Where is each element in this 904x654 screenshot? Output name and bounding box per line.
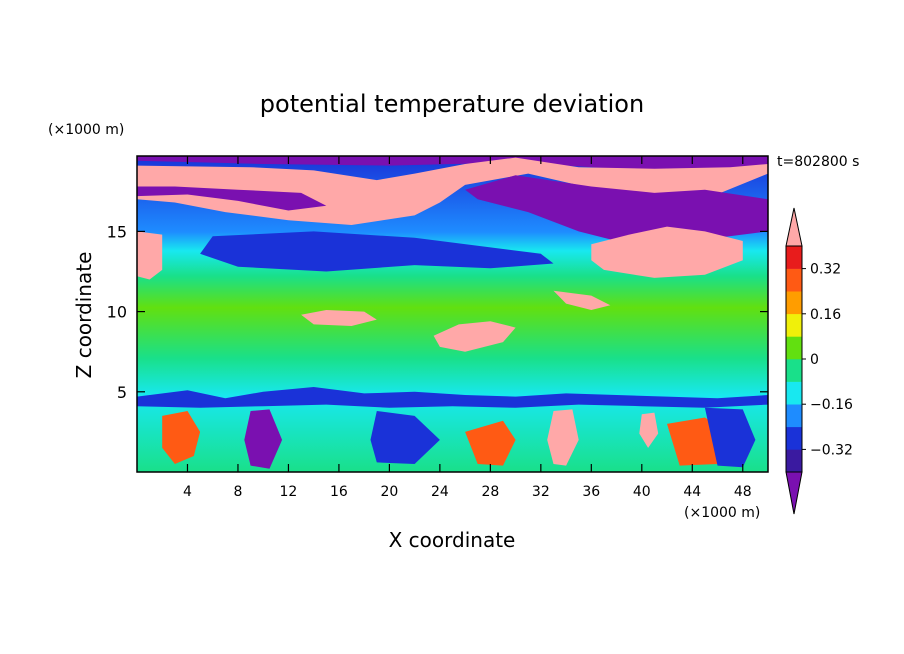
y-tick-label: 15 bbox=[107, 222, 127, 241]
x-tick-label: 24 bbox=[431, 484, 449, 500]
time-label: t=802800 s bbox=[777, 154, 859, 170]
colorbar-band bbox=[786, 381, 802, 405]
colorbar: 0.32 0.16 0 −0.16 −0.32 bbox=[785, 207, 853, 515]
contour-region bbox=[465, 420, 516, 466]
colorbar-tick-label: 0.32 bbox=[810, 262, 841, 278]
colorbar-band bbox=[786, 426, 802, 450]
colorbar-band bbox=[786, 404, 802, 428]
colorbar-band bbox=[786, 336, 802, 360]
colorbar-bottom-triangle bbox=[785, 471, 803, 515]
contour-region bbox=[137, 231, 163, 280]
y-axis-label: Z coordinate bbox=[72, 252, 96, 379]
contour-region bbox=[704, 407, 756, 468]
colorbar-band bbox=[786, 449, 802, 473]
contour-region bbox=[200, 231, 554, 272]
colorbar-tick-label: 0.16 bbox=[810, 307, 841, 323]
colorbar-band bbox=[786, 313, 802, 337]
x-unit-label: (×1000 m) bbox=[684, 505, 760, 521]
contour-region bbox=[553, 290, 611, 310]
y-tick-label: 5 bbox=[117, 383, 127, 402]
contour-region bbox=[639, 412, 659, 448]
x-tick-label: 44 bbox=[683, 484, 701, 500]
contour-region bbox=[162, 411, 201, 464]
colorbar-band bbox=[786, 246, 802, 269]
contour-region bbox=[137, 156, 768, 171]
colorbar-band bbox=[786, 268, 802, 292]
x-tick-label: 20 bbox=[380, 484, 398, 500]
chart-title: potential temperature deviation bbox=[260, 90, 644, 118]
plot-frame bbox=[136, 155, 769, 473]
colorbar-tick-label: 0 bbox=[810, 352, 819, 368]
contour-region bbox=[433, 321, 516, 352]
contour-region bbox=[591, 226, 743, 278]
contour-region bbox=[301, 310, 377, 326]
colorbar-band bbox=[786, 291, 802, 315]
y-unit-label: (×1000 m) bbox=[48, 122, 124, 138]
y-tick-label: 10 bbox=[107, 303, 127, 322]
colorbar-band bbox=[786, 359, 802, 382]
contour-region bbox=[465, 175, 768, 248]
contour-region bbox=[244, 409, 283, 469]
x-tick-label: 16 bbox=[330, 484, 348, 500]
x-tick-label: 32 bbox=[532, 484, 550, 500]
x-tick-label: 4 bbox=[183, 484, 192, 500]
x-tick-label: 36 bbox=[582, 484, 600, 500]
x-tick-label: 8 bbox=[233, 484, 242, 500]
x-tick-label: 48 bbox=[734, 484, 752, 500]
plot-area bbox=[136, 155, 769, 473]
colorbar-top-triangle bbox=[785, 207, 803, 247]
colorbar-tick-label: −0.32 bbox=[810, 442, 853, 458]
x-tick-label: 28 bbox=[481, 484, 499, 500]
colorbar-tick-label: −0.16 bbox=[810, 397, 853, 413]
contour-region bbox=[370, 411, 440, 464]
contour-region bbox=[137, 387, 768, 408]
x-axis: 4 8 12 16 20 24 28 32 36 40 44 48 bbox=[183, 156, 752, 500]
x-tick-label: 12 bbox=[280, 484, 298, 500]
y-axis: 5 10 15 bbox=[107, 222, 768, 402]
x-tick-label: 40 bbox=[633, 484, 651, 500]
contour-region bbox=[137, 186, 327, 211]
contour-region bbox=[547, 409, 579, 466]
x-axis-label: X coordinate bbox=[389, 528, 516, 552]
